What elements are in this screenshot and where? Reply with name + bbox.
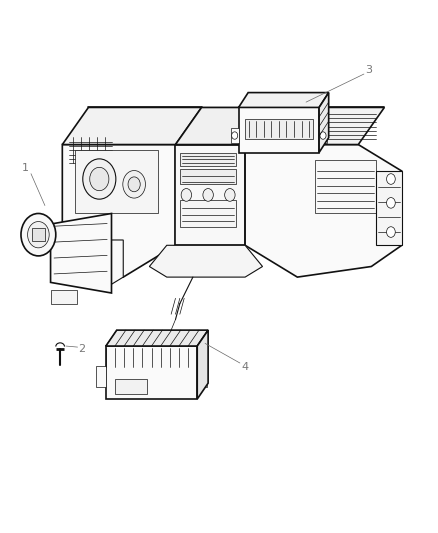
Bar [32, 228, 45, 241]
Circle shape [225, 189, 235, 201]
Circle shape [123, 171, 145, 198]
Text: 3: 3 [366, 66, 373, 75]
Polygon shape [149, 245, 262, 277]
Bar [96, 366, 106, 387]
Bar [106, 346, 197, 399]
Polygon shape [197, 330, 208, 399]
Circle shape [387, 198, 395, 208]
Circle shape [128, 177, 140, 192]
Bar [319, 128, 327, 143]
Polygon shape [239, 93, 328, 108]
Text: 2: 2 [78, 344, 85, 354]
Circle shape [28, 222, 49, 248]
Text: 4: 4 [241, 362, 249, 372]
Bar [180, 200, 237, 227]
Bar [75, 150, 158, 214]
Circle shape [203, 189, 213, 201]
Bar [315, 160, 376, 214]
Polygon shape [62, 108, 201, 144]
Circle shape [387, 174, 395, 184]
Polygon shape [376, 171, 402, 245]
Circle shape [90, 167, 109, 191]
Circle shape [86, 248, 99, 264]
Bar [197, 366, 207, 387]
Circle shape [387, 227, 395, 237]
Polygon shape [176, 108, 271, 144]
Polygon shape [50, 214, 112, 293]
Polygon shape [62, 144, 176, 277]
Circle shape [81, 241, 105, 271]
Polygon shape [319, 93, 328, 152]
Bar [115, 379, 147, 394]
Bar [245, 119, 313, 139]
Bar [231, 128, 239, 143]
Bar [180, 152, 237, 166]
Polygon shape [245, 144, 402, 277]
Circle shape [181, 189, 191, 201]
Circle shape [83, 159, 116, 199]
Text: 1: 1 [22, 164, 29, 173]
Circle shape [232, 132, 238, 139]
Polygon shape [176, 144, 245, 245]
Polygon shape [245, 108, 385, 144]
Polygon shape [62, 240, 123, 288]
Bar [180, 169, 237, 184]
Circle shape [320, 132, 326, 139]
Bar [50, 290, 77, 304]
Polygon shape [106, 330, 208, 346]
Circle shape [21, 214, 56, 256]
Bar [239, 108, 319, 152]
